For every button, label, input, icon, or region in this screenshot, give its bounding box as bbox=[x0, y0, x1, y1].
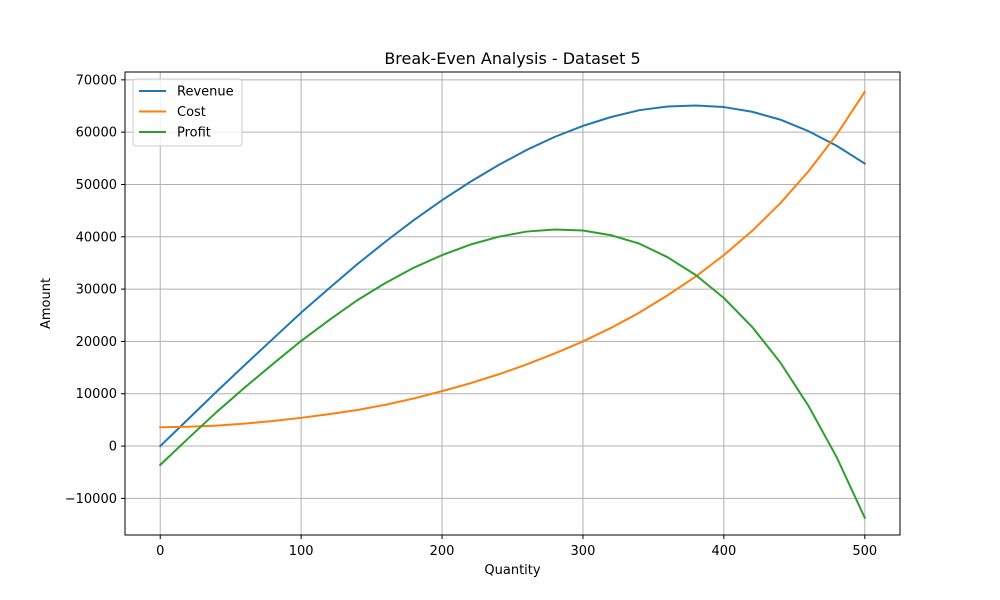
y-tick-label: 20000 bbox=[76, 335, 117, 350]
y-tick-label: 50000 bbox=[76, 178, 117, 193]
profit-line bbox=[158, 228, 867, 520]
legend-box bbox=[132, 78, 243, 147]
axis-ticks: 0 100 200 300 400 500 −10000 0 10000 20000 30000 40… bbox=[65, 73, 877, 559]
y-axis-label: Amount bbox=[39, 278, 54, 329]
legend-profit-label: Profit bbox=[177, 126, 211, 141]
y-tick-label: 70000 bbox=[76, 73, 117, 88]
plot-frame bbox=[124, 71, 901, 536]
legend-revenue-label: Revenue bbox=[177, 85, 234, 100]
x-axis-label: Quantity bbox=[484, 563, 540, 578]
x-tick-label: 400 bbox=[711, 544, 736, 559]
y-tick-label: −10000 bbox=[65, 492, 117, 507]
x-tick-label: 300 bbox=[571, 544, 596, 559]
cost-line bbox=[159, 90, 867, 429]
y-tick-label: 30000 bbox=[76, 283, 117, 298]
x-tick-label: 500 bbox=[852, 544, 877, 559]
y-tick-label: 10000 bbox=[76, 387, 117, 402]
y-tick-label: 40000 bbox=[76, 230, 117, 245]
x-tick-label: 200 bbox=[430, 544, 455, 559]
legend-cost-label: Cost bbox=[177, 105, 206, 120]
revenue-line bbox=[158, 104, 867, 448]
series-lines bbox=[158, 90, 867, 520]
x-tick-label: 100 bbox=[289, 544, 314, 559]
grid-lines bbox=[125, 72, 900, 535]
legend: Revenue Cost Profit bbox=[132, 78, 243, 147]
y-tick-label: 0 bbox=[109, 440, 117, 455]
y-tick-label: 60000 bbox=[76, 126, 117, 141]
x-tick-label: 0 bbox=[156, 544, 164, 559]
chart-title: Break-Even Analysis - Dataset 5 bbox=[384, 49, 640, 68]
